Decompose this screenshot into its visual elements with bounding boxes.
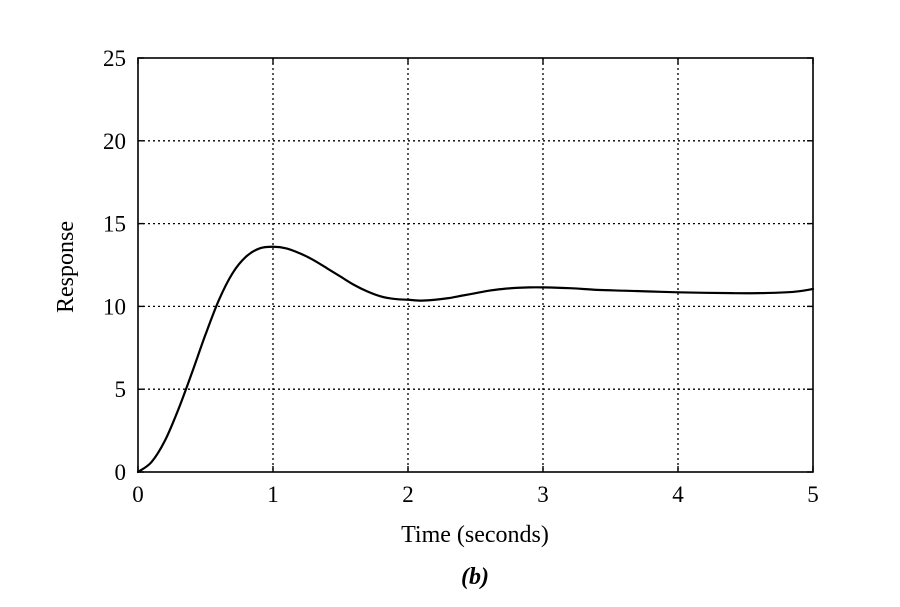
y-tick-label: 0: [115, 460, 127, 485]
caption-close: ): [479, 564, 489, 590]
plot-frame: [137, 57, 814, 473]
y-axis-label: Response: [53, 221, 79, 313]
caption-letter: b: [469, 564, 481, 590]
x-tick-label: 3: [537, 482, 549, 507]
y-tick-labels: 0 5 10 15 20 25: [103, 46, 126, 485]
y-tick-label: 25: [103, 46, 126, 71]
response-series-line: [136, 245, 815, 474]
series: [136, 245, 815, 474]
y-tick-label: 5: [115, 377, 127, 402]
caption-open: (: [461, 564, 471, 590]
y-tick-label: 15: [103, 212, 126, 237]
x-tick-label: 1: [267, 482, 279, 507]
x-tick-label: 2: [402, 482, 414, 507]
y-tick-label: 10: [103, 294, 126, 319]
y-tick-label: 20: [103, 129, 126, 154]
figure-caption: (b): [461, 564, 489, 590]
x-axis-label: Time (seconds): [401, 522, 549, 548]
x-tick-label: 0: [132, 482, 144, 507]
x-tick-labels: 0 1 2 3 4 5: [132, 482, 819, 507]
x-tick-label: 5: [807, 482, 819, 507]
x-tick-label: 4: [672, 482, 684, 507]
grid: [138, 58, 813, 472]
